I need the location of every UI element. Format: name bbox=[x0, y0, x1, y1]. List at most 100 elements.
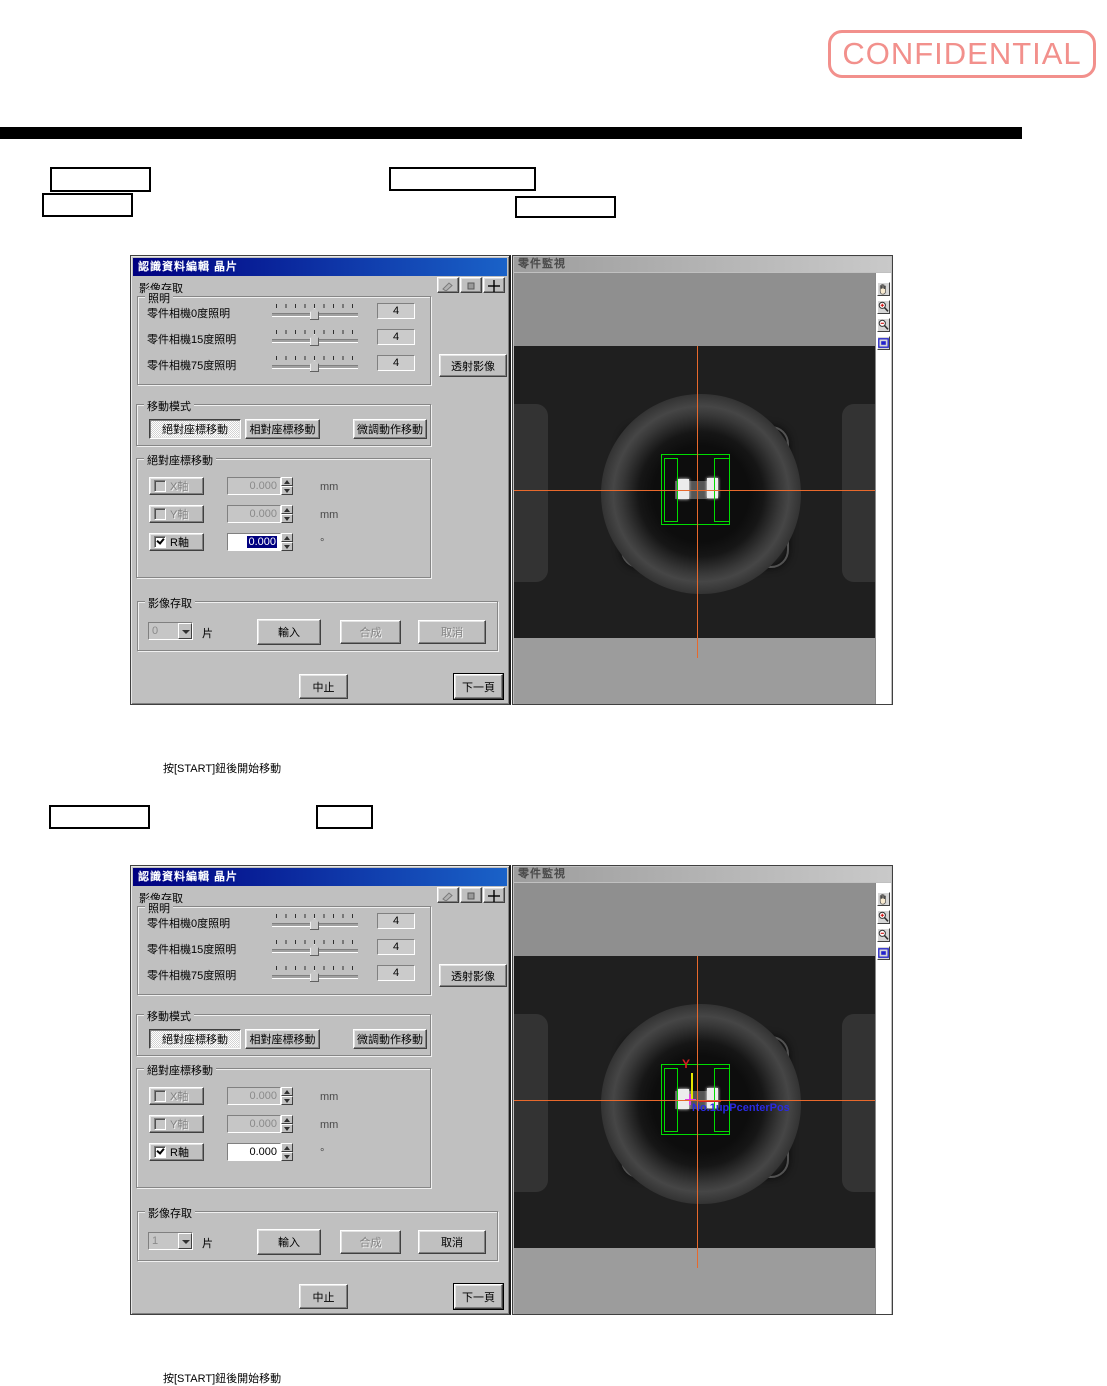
spinner-down-button[interactable] bbox=[281, 486, 293, 495]
spinner-up-button[interactable] bbox=[281, 477, 293, 486]
lighting-15deg-slider[interactable] bbox=[272, 327, 358, 349]
capture-count-dropdown[interactable]: 1 bbox=[148, 1232, 193, 1250]
merge-button[interactable]: 合成 bbox=[340, 620, 401, 644]
zoom-in-icon bbox=[878, 301, 889, 312]
capture-count-dropdown[interactable]: 0 bbox=[148, 622, 193, 640]
crosshair-tool-button[interactable] bbox=[483, 887, 505, 903]
next-page-button[interactable]: 下一頁 bbox=[454, 674, 503, 699]
fit-view-button[interactable] bbox=[877, 336, 890, 350]
input-button[interactable]: 輸入 bbox=[257, 1229, 321, 1255]
spinner-up-button[interactable] bbox=[281, 533, 293, 542]
dialog-titlebar[interactable]: 認識資料編輯 晶片 bbox=[133, 868, 507, 886]
input-button[interactable]: 輸入 bbox=[257, 619, 321, 645]
move-mode-group-label: 移動模式 bbox=[144, 1008, 194, 1024]
spinner-up-button[interactable] bbox=[281, 1115, 293, 1124]
zoom-in-icon bbox=[878, 911, 889, 922]
x-axis-checkbox[interactable] bbox=[154, 480, 166, 492]
y-axis-checkbox-button[interactable]: Y軸 bbox=[149, 505, 204, 523]
pan-hand-button[interactable] bbox=[877, 892, 890, 906]
zoom-in-button[interactable] bbox=[877, 910, 890, 924]
spinner-up-button[interactable] bbox=[281, 505, 293, 514]
x-axis-checkbox[interactable] bbox=[154, 1090, 166, 1102]
r-axis-spinner[interactable]: 0.000 bbox=[227, 533, 293, 551]
transmit-image-button[interactable]: 透射影像 bbox=[439, 964, 507, 987]
fit-view-button[interactable] bbox=[877, 946, 890, 960]
spinner-down-button[interactable] bbox=[281, 1152, 293, 1161]
absolute-move-button[interactable]: 絕對座標移動 bbox=[149, 1029, 241, 1049]
relative-move-button[interactable]: 相對座標移動 bbox=[245, 1029, 320, 1049]
square-tool-button[interactable] bbox=[460, 277, 482, 293]
image-access-group: 影像存取 1 片 輸入 合成 取消 bbox=[137, 1205, 498, 1261]
merge-button[interactable]: 合成 bbox=[340, 1230, 401, 1254]
monitor-titlebar[interactable]: 零件監視 bbox=[514, 867, 891, 882]
spinner-down-button[interactable] bbox=[281, 514, 293, 523]
slider-thumb[interactable] bbox=[310, 918, 319, 930]
zoom-out-button[interactable] bbox=[877, 318, 890, 332]
spinner-up-button[interactable] bbox=[281, 1143, 293, 1152]
slider-ticks bbox=[276, 966, 354, 970]
lighting-15deg-slider[interactable] bbox=[272, 937, 358, 959]
dialog-and-monitor-section2: 認識資料編輯 晶片 影像存取 照明 bbox=[130, 865, 893, 1385]
zoom-in-button[interactable] bbox=[877, 300, 890, 314]
r-axis-checkbox[interactable] bbox=[154, 1146, 166, 1158]
spinner-up-button[interactable] bbox=[281, 1087, 293, 1096]
slider-thumb[interactable] bbox=[310, 944, 319, 956]
square-tool-button[interactable] bbox=[460, 887, 482, 903]
crosshair-tool-button[interactable] bbox=[483, 277, 505, 293]
document-page: { "stamp": { "text": "CONFIDENTIAL", "co… bbox=[0, 0, 1107, 1317]
spinner-down-button[interactable] bbox=[281, 1124, 293, 1133]
fine-move-button[interactable]: 微調動作移動 bbox=[353, 1029, 427, 1049]
lighting-0deg-value: 4 bbox=[377, 913, 415, 929]
y-axis-spinner[interactable]: 0.000 bbox=[227, 505, 293, 523]
r-axis-checkbox-button[interactable]: R軸 bbox=[149, 533, 204, 551]
r-axis-checkbox-button[interactable]: R軸 bbox=[149, 1143, 204, 1161]
lighting-75deg-slider[interactable] bbox=[272, 963, 358, 985]
x-axis-spinner[interactable]: 0.000 bbox=[227, 1087, 293, 1105]
x-axis-label: X軸 bbox=[170, 481, 189, 493]
camera-viewport[interactable]: Y No.1upPcenterPos bbox=[514, 883, 876, 1314]
slider-thumb[interactable] bbox=[310, 308, 319, 320]
x-axis-checkbox-button[interactable]: X軸 bbox=[149, 477, 204, 495]
dropdown-arrow-icon[interactable] bbox=[178, 1233, 192, 1249]
lighting-75deg-slider[interactable] bbox=[272, 353, 358, 375]
lens-tool-button[interactable] bbox=[437, 887, 459, 903]
next-page-button[interactable]: 下一頁 bbox=[454, 1284, 503, 1309]
y-axis-value: 0.000 bbox=[249, 1118, 277, 1130]
start-instruction: 按[START]鈕後開始移動 bbox=[163, 763, 282, 775]
monitor-titlebar[interactable]: 零件監視 bbox=[514, 257, 891, 272]
r-annotation-line bbox=[699, 1100, 721, 1102]
camera-viewport[interactable] bbox=[514, 273, 876, 704]
lighting-0deg-slider[interactable] bbox=[272, 911, 358, 933]
slider-ticks bbox=[276, 304, 354, 308]
relative-move-button[interactable]: 相對座標移動 bbox=[245, 419, 320, 439]
y-axis-spinner[interactable]: 0.000 bbox=[227, 1115, 293, 1133]
spinner-down-button[interactable] bbox=[281, 542, 293, 551]
r-axis-checkbox[interactable] bbox=[154, 536, 166, 548]
abort-button[interactable]: 中止 bbox=[299, 674, 348, 699]
lighting-0deg-slider[interactable] bbox=[272, 301, 358, 323]
cancel-button[interactable]: 取消 bbox=[418, 1230, 486, 1254]
x-axis-label: X軸 bbox=[170, 1091, 189, 1103]
cancel-button[interactable]: 取消 bbox=[418, 620, 486, 644]
slider-thumb[interactable] bbox=[310, 360, 319, 372]
slider-thumb[interactable] bbox=[310, 970, 319, 982]
slider-thumb[interactable] bbox=[310, 334, 319, 346]
y-axis-checkbox-button[interactable]: Y軸 bbox=[149, 1115, 204, 1133]
monitor-toolbar bbox=[875, 273, 891, 704]
x-axis-checkbox-button[interactable]: X軸 bbox=[149, 1087, 204, 1105]
r-axis-spinner[interactable]: 0.000 bbox=[227, 1143, 293, 1161]
fine-move-button[interactable]: 微調動作移動 bbox=[353, 419, 427, 439]
y-axis-checkbox[interactable] bbox=[154, 1118, 166, 1130]
absolute-move-button[interactable]: 絕對座標移動 bbox=[149, 419, 241, 439]
transmit-image-button[interactable]: 透射影像 bbox=[439, 354, 507, 377]
lens-tool-button[interactable] bbox=[437, 277, 459, 293]
pan-hand-button[interactable] bbox=[877, 282, 890, 296]
slider-ticks bbox=[276, 940, 354, 944]
abort-button[interactable]: 中止 bbox=[299, 1284, 348, 1309]
x-axis-spinner[interactable]: 0.000 bbox=[227, 477, 293, 495]
spinner-down-button[interactable] bbox=[281, 1096, 293, 1105]
dialog-titlebar[interactable]: 認識資料編輯 晶片 bbox=[133, 258, 507, 276]
dropdown-arrow-icon[interactable] bbox=[178, 623, 192, 639]
zoom-out-button[interactable] bbox=[877, 928, 890, 942]
y-axis-checkbox[interactable] bbox=[154, 508, 166, 520]
